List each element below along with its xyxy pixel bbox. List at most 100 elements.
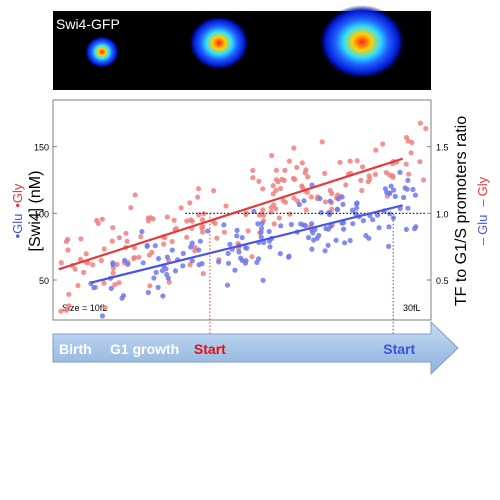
right-tick-label: 1.5 [436,143,449,153]
scatter-point-gly [161,241,167,247]
scatter-point-glu [325,242,331,248]
scatter-point-glu [236,249,242,255]
scatter-point-glu [225,250,231,256]
scatter-point-glu [327,211,333,218]
scatter-point-gly [195,194,201,200]
scatter-point-gly [406,171,412,177]
scatter-point-glu [267,244,273,250]
timeline-start-glu: Start [383,341,415,357]
scatter-point-glu [224,282,231,288]
scatter-point-gly [184,234,190,240]
scatter-point-gly [166,279,172,285]
scatter-point-glu [232,267,238,273]
scatter-point-glu [401,194,407,201]
legend-gly-label: Gly [10,183,25,203]
scatter-point-gly [273,206,279,212]
scatter-point-gly [85,260,91,266]
scatter-point-glu [119,295,125,301]
scatter-point-gly [276,215,282,221]
scatter-point-glu [296,201,302,208]
scatter-point-glu [152,243,158,249]
scatter-point-gly [116,280,122,286]
scatter-point-gly [421,177,427,183]
scatter-point-gly [322,199,328,205]
scatter-point-glu [354,205,360,211]
legend-gly-marker: • [10,203,25,208]
scatter-point-gly [66,291,72,297]
scatter-point-gly [303,167,309,173]
right-tick-label: 1.0 [436,209,449,219]
scatter-point-gly [90,262,96,268]
scatter-point-glu [221,222,227,228]
scatter-point-glu [145,289,151,296]
microscopy-label: Swi4-GFP [56,16,120,32]
scatter-point-glu [363,233,369,239]
scatter-point-gly [123,230,129,236]
x-start-label: Size = 10fL [62,303,107,313]
scatter-point-glu [244,245,250,251]
scatter-point-gly [337,159,343,165]
scatter-point-glu [305,234,312,241]
scatter-point-gly [77,256,84,262]
scatter-point-gly [277,185,284,192]
scatter-point-glu [309,221,315,227]
scatter-point-glu [259,220,265,226]
scatter-point-glu [234,233,240,239]
scatter-point-gly [269,152,275,159]
scatter-point-glu [309,246,315,252]
right-tick-label: 0.5 [436,276,449,286]
scatter-point-glu [405,177,411,183]
legend-glu-label: Glu [10,214,25,234]
scatter-point-gly [199,217,206,223]
scatter-point-gly [78,236,84,242]
scatter-point-glu [301,198,307,204]
trend-line-gly [58,157,403,271]
scatter-point-gly [405,138,411,144]
scatter-point-gly [343,182,349,188]
scatter-point-gly [72,266,78,272]
scatter-point-glu [354,201,360,207]
scatter-point-glu [349,207,356,213]
scatter-point-glu [334,207,340,213]
scatter-point-gly [200,271,206,277]
scatter-point-gly [286,158,292,164]
scatter-point-glu [139,229,145,235]
scatter-point-glu [189,258,195,264]
trend-line-glu [90,204,403,284]
scatter-point-glu [325,226,331,232]
scatter-point-gly [299,183,305,189]
scatter-point-gly [131,255,137,261]
scatter-point-gly [305,174,311,180]
legend-glu-line-label: Glu [475,215,490,235]
scatter-point-gly [294,164,300,170]
scatter-point-gly [109,238,115,244]
timeline-arrow [52,320,459,376]
scatter-point-gly [75,282,81,289]
scatter-point-gly [256,212,263,218]
scatter-point-glu [318,209,324,216]
scatter-point-glu [404,186,410,192]
scatter-point-gly [164,214,170,220]
scatter-point-gly [319,139,325,145]
scatter-point-gly [408,150,414,156]
scatter-point-glu [151,275,157,281]
scatter-point-gly [63,307,69,313]
scatter-point-glu [327,198,333,204]
scatter-point-glu [339,194,345,200]
scatter-point-glu [144,243,150,249]
scatter-point-glu [277,251,283,257]
scatter-point-gly [268,204,274,211]
scatter-point-gly [417,120,423,126]
scatter-point-glu [110,262,116,268]
scatter-point-gly [280,197,286,203]
timeline-birth: Birth [59,341,92,357]
scatter-point-gly [99,216,105,222]
scatter-point-gly [114,261,120,267]
timeline-g1-growth: G1 growth [110,341,179,357]
scatter-point-gly [347,158,353,164]
cell-image-small [85,36,119,68]
scatter-point-glu [199,261,205,267]
scatter-point-glu [234,227,240,233]
scatter-point-gly [58,308,64,314]
scatter-point-gly [260,186,266,192]
